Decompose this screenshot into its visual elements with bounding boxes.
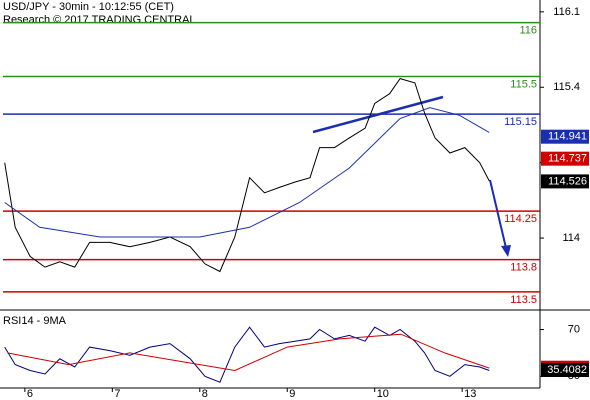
level-label: 115.5 [510, 78, 537, 90]
y-tick-label: 115.4 [553, 81, 580, 93]
y-tick-label: 116.1 [553, 6, 580, 18]
series-line [4, 78, 490, 273]
y-tick-label: 114 [562, 232, 580, 244]
x-tick-label: 6 [27, 388, 33, 400]
price-marker [541, 174, 589, 189]
forecast-arrow [489, 179, 507, 249]
level-label: 116 [519, 25, 537, 37]
level-label: 114.25 [504, 213, 537, 225]
chart-title: USD/JPY - 30min - 10:12:55 (CET) [3, 1, 174, 13]
price-marker [541, 151, 589, 166]
price-marker [541, 362, 589, 377]
level-label: 115.15 [504, 116, 537, 128]
price-marker-label: 35.4082 [547, 364, 587, 376]
price-marker-label: 114.941 [548, 131, 587, 143]
price-marker-label: 114.737 [548, 153, 587, 165]
price-marker-label: 114.526 [548, 175, 587, 187]
x-tick-label: 7 [114, 388, 120, 400]
x-tick-label: 13 [464, 388, 476, 400]
chart-subtitle: Research © 2017 TRADING CENTRAL [3, 14, 196, 26]
level-label: 113.8 [510, 262, 537, 274]
x-tick-label: 10 [377, 388, 389, 400]
level-label: 113.5 [510, 294, 537, 306]
series-line [7, 333, 490, 372]
x-tick-label: 8 [202, 388, 208, 400]
price-marker [541, 129, 589, 144]
arrow-head [501, 245, 511, 257]
rsi-title: RSI14 - 9MA [3, 315, 67, 327]
series-line [4, 326, 490, 383]
y-tick-label: 70 [568, 323, 580, 335]
x-tick-label: 9 [289, 388, 295, 400]
series-line [4, 107, 490, 238]
